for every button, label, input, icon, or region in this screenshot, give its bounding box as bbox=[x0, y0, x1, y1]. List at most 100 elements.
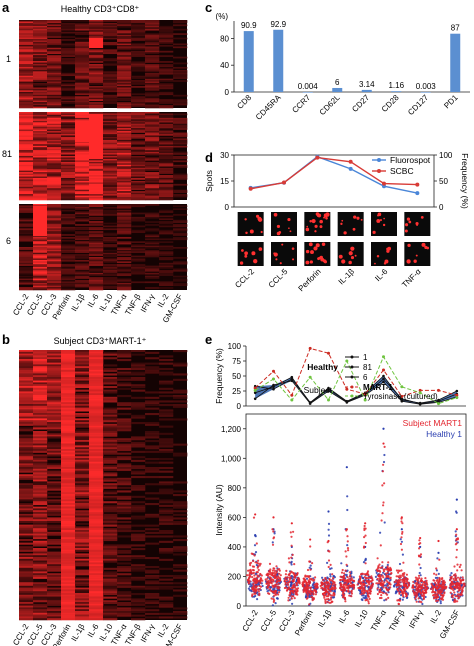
heatmap-a-cell bbox=[61, 128, 76, 130]
freq-e-point bbox=[400, 397, 404, 401]
heatmap-a-cell bbox=[145, 99, 160, 101]
heatmap-a-cell bbox=[61, 62, 76, 65]
heatmap-a-cell bbox=[159, 126, 174, 129]
heatmap-a-cell bbox=[89, 258, 104, 261]
heatmap-a-cell bbox=[103, 161, 118, 164]
heatmap-b-cell bbox=[47, 400, 62, 403]
heatmap-a-cell bbox=[145, 84, 160, 87]
heatmap-a-cell bbox=[33, 148, 48, 151]
heatmap-b-cell bbox=[75, 499, 90, 502]
heatmap-b-cell bbox=[33, 508, 48, 511]
heatmap-b-cell bbox=[131, 396, 146, 399]
heatmap-b-cell bbox=[89, 549, 104, 552]
heatmap-a-cell bbox=[145, 158, 160, 161]
heatmap-a-cell bbox=[47, 129, 62, 132]
heatmap-b-cell bbox=[89, 612, 104, 615]
heatmap-a-cell bbox=[145, 122, 160, 125]
intensity-e-point bbox=[310, 596, 313, 599]
heatmap-a-cell bbox=[47, 147, 62, 149]
intensity-e-point bbox=[288, 574, 291, 577]
intensity-e-point bbox=[331, 580, 334, 583]
heatmap-b-cell bbox=[33, 423, 48, 426]
heatmap-a-cell bbox=[103, 117, 118, 120]
heatmap-b-cell bbox=[131, 377, 146, 380]
heatmap-a-cell bbox=[47, 64, 62, 66]
heatmap-a-cell bbox=[159, 180, 174, 183]
intensity-e-point bbox=[258, 587, 261, 591]
heatmap-a-cell bbox=[131, 129, 146, 132]
heatmap-b-cell bbox=[47, 470, 62, 473]
heatmap-b-cell bbox=[47, 350, 62, 353]
heatmap-a-cell bbox=[33, 249, 48, 252]
heatmap-b-cell bbox=[47, 411, 62, 414]
heatmap-a-cell bbox=[159, 55, 174, 57]
heatmap-b-cell bbox=[145, 422, 160, 425]
heatmap-b-cell bbox=[117, 596, 132, 599]
heatmap-a-cell bbox=[131, 166, 146, 169]
heatmap-a-cell bbox=[75, 194, 90, 196]
intensity-e-point bbox=[327, 559, 331, 562]
heatmap-a-cell bbox=[89, 80, 104, 82]
heatmap-a-cell bbox=[19, 139, 34, 142]
heatmap-a-cell bbox=[103, 126, 118, 129]
heatmap-a-cell bbox=[131, 249, 146, 252]
heatmap-b-cell bbox=[159, 355, 174, 358]
heatmap-a-cell bbox=[75, 284, 90, 286]
heatmap-b-cell bbox=[117, 452, 132, 455]
heatmap-b-cell bbox=[47, 533, 62, 536]
fluorospot-spot bbox=[325, 216, 328, 220]
heatmap-a-cell bbox=[75, 64, 90, 66]
heatmap-b-cell bbox=[75, 434, 90, 437]
line-d-ylabel: Spots bbox=[204, 170, 214, 192]
intensity-e-point bbox=[255, 542, 258, 545]
heatmap-a-cell bbox=[61, 22, 76, 25]
heatmap-b-cell bbox=[61, 432, 76, 435]
heatmap-b-cell bbox=[33, 414, 48, 417]
heatmap-a-cell bbox=[19, 99, 34, 101]
intensity-e-point bbox=[292, 579, 295, 583]
heatmap-a-row-label-6: 6 bbox=[6, 236, 11, 246]
fluorospot-spot bbox=[310, 250, 314, 255]
intensity-e-point bbox=[289, 572, 292, 575]
heatmap-a-cell bbox=[145, 228, 160, 231]
intensity-e-point bbox=[296, 572, 299, 575]
heatmap-b-cell bbox=[89, 474, 104, 477]
heatmap-b-cell bbox=[89, 452, 104, 455]
heatmap-b-cell bbox=[19, 611, 34, 614]
heatmap-a-cell bbox=[89, 238, 104, 241]
heatmap-a-cell bbox=[33, 99, 48, 101]
heatmap-a-cell bbox=[19, 278, 34, 281]
heatmap-b-cell bbox=[89, 413, 104, 416]
heatmap-b-cell bbox=[33, 501, 48, 504]
heatmap-a-cell bbox=[159, 211, 174, 213]
heatmap-b-cell bbox=[117, 504, 132, 507]
heatmap-a-cell bbox=[61, 277, 76, 279]
heatmap-a-cell bbox=[117, 74, 132, 77]
heatmap-b-cell bbox=[103, 580, 118, 583]
heatmap-b-cell bbox=[33, 449, 48, 452]
fluorospot-spot bbox=[287, 217, 291, 222]
heatmap-a-cell bbox=[159, 84, 174, 87]
heatmap-a-cell bbox=[75, 185, 90, 188]
heatmap-a-cell bbox=[131, 170, 146, 173]
heatmap-a-cell bbox=[145, 194, 160, 196]
heatmap-b-cell bbox=[47, 436, 62, 439]
intensity-e-point bbox=[272, 600, 275, 604]
fluorospot-spot bbox=[241, 249, 244, 252]
heatmap-b-cell bbox=[89, 472, 104, 475]
heatmap-a-cell bbox=[159, 163, 174, 166]
heatmap-a-cell bbox=[117, 77, 132, 79]
heatmap-a-cell bbox=[19, 154, 34, 157]
heatmap-a-cell bbox=[145, 157, 160, 160]
heatmap-a-cell bbox=[159, 147, 174, 149]
heatmap-a-cell bbox=[173, 282, 188, 285]
heatmap-b-cell bbox=[117, 580, 132, 583]
heatmap-b-cell bbox=[33, 519, 48, 522]
heatmap-b-cell bbox=[159, 510, 174, 513]
heatmap-b-cell bbox=[61, 544, 76, 547]
heatmap-b-cell bbox=[117, 404, 132, 407]
heatmap-a-cell bbox=[173, 62, 188, 65]
heatmap-a-cell bbox=[173, 69, 188, 72]
heatmap-b-cell bbox=[89, 476, 104, 479]
freq-e-point bbox=[345, 401, 349, 404]
